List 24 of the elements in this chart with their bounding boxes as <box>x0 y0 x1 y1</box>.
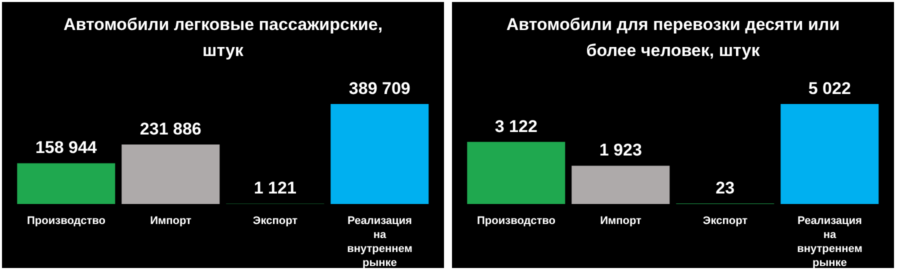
chart-title: Автомобили для перевозки десяти или более человек, штук <box>505 14 841 62</box>
x-tick-label: Производство <box>477 215 556 227</box>
data-label: 1 923 <box>599 140 642 160</box>
bar <box>780 104 879 204</box>
bar <box>330 104 429 204</box>
data-label: 231 886 <box>140 120 202 138</box>
chart-title: Автомобили легковые пассажирские, штук <box>62 14 384 62</box>
data-label: 158 944 <box>35 138 98 158</box>
x-tick-label: Производство <box>27 215 106 227</box>
data-label: 23 <box>716 178 735 198</box>
data-label: 389 709 <box>348 79 410 98</box>
bar <box>122 144 220 204</box>
data-label: 1 121 <box>254 178 296 198</box>
bar <box>17 163 116 204</box>
x-tick-label: Экспорт <box>252 215 298 227</box>
x-tick-label: Экспорт <box>702 215 748 227</box>
x-tick-label: Импорт <box>600 215 642 227</box>
bar <box>467 142 566 204</box>
x-tick-label: Реализация на внутреннем рынке <box>797 215 862 269</box>
x-tick-label: Реализация на внутреннем рынке <box>347 215 412 269</box>
data-label: 5 022 <box>808 79 851 98</box>
data-label: 3 122 <box>494 116 538 136</box>
x-tick-label: Импорт <box>150 215 192 227</box>
bar <box>572 166 670 204</box>
